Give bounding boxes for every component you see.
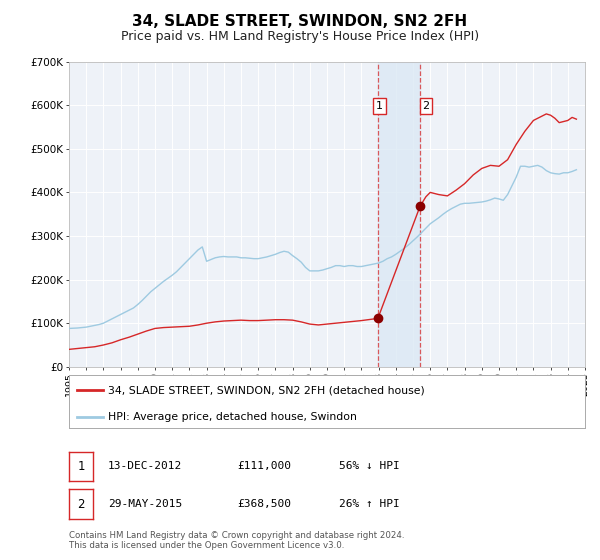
Text: 26% ↑ HPI: 26% ↑ HPI [339, 499, 400, 509]
Text: 1: 1 [376, 101, 383, 111]
Text: £111,000: £111,000 [237, 461, 291, 472]
Text: 29-MAY-2015: 29-MAY-2015 [108, 499, 182, 509]
Text: 34, SLADE STREET, SWINDON, SN2 2FH: 34, SLADE STREET, SWINDON, SN2 2FH [133, 14, 467, 29]
Text: 56% ↓ HPI: 56% ↓ HPI [339, 461, 400, 472]
Text: HPI: Average price, detached house, Swindon: HPI: Average price, detached house, Swin… [108, 412, 356, 422]
Text: 34, SLADE STREET, SWINDON, SN2 2FH (detached house): 34, SLADE STREET, SWINDON, SN2 2FH (deta… [108, 385, 424, 395]
Text: Contains HM Land Registry data © Crown copyright and database right 2024.
This d: Contains HM Land Registry data © Crown c… [69, 530, 404, 550]
Text: £368,500: £368,500 [237, 499, 291, 509]
Text: 1: 1 [77, 460, 85, 473]
Text: 2: 2 [77, 497, 85, 511]
Text: 2: 2 [422, 101, 430, 111]
Text: 13-DEC-2012: 13-DEC-2012 [108, 461, 182, 472]
Text: Price paid vs. HM Land Registry's House Price Index (HPI): Price paid vs. HM Land Registry's House … [121, 30, 479, 43]
Bar [378, 62, 420, 367]
